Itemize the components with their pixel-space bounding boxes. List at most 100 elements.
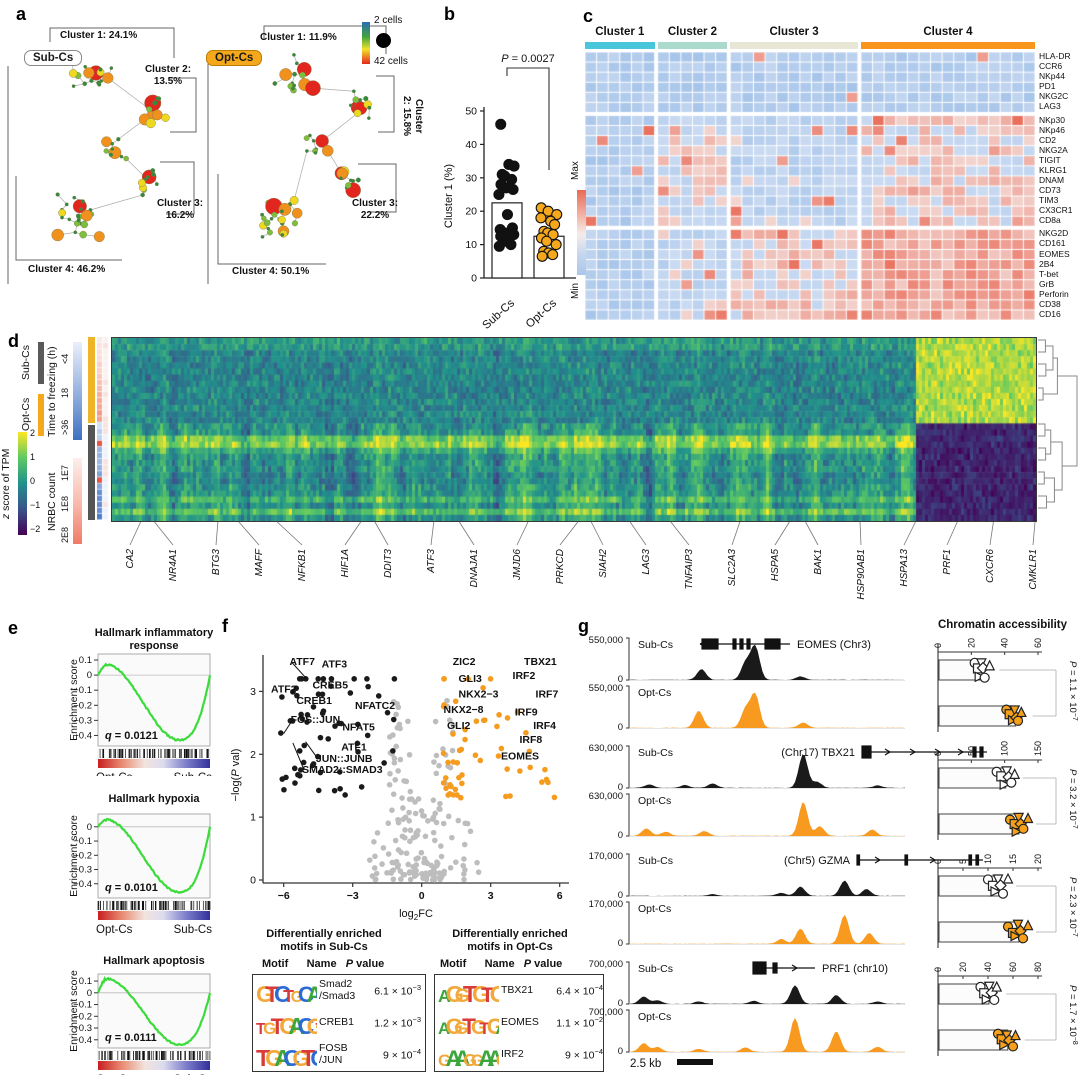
motif-row-1-1: AGGTGTGAEOMES1.1 × 10−2: [435, 1007, 603, 1039]
svg-text:DDIT3: DDIT3: [383, 549, 394, 578]
volcano-plot: 0 1 2 3 −6 −3 0 3 6 log2FC −log(P val) ATF7 ATF3 ATF2…: [230, 655, 569, 922]
svg-text:G: G: [438, 1051, 451, 1069]
svg-text:G: G: [496, 1051, 499, 1069]
svg-text:Sub-Cs: Sub-Cs: [174, 924, 213, 936]
row-label-TIM3: TIM3: [1039, 195, 1059, 206]
svg-text:630,000: 630,000: [589, 791, 623, 802]
svg-text:A: A: [446, 1046, 462, 1069]
svg-text:ATF2: ATF2: [271, 684, 297, 696]
svg-text:CREB1: CREB1: [296, 695, 332, 707]
zscore-colorbar: [18, 432, 27, 535]
svg-text:q = 0.0121: q = 0.0121: [105, 730, 158, 742]
cluster-brackets: [7, 27, 197, 284]
svg-text:Hallmark hypoxia: Hallmark hypoxia: [108, 793, 200, 805]
cluster3-label-opt: Cluster 3: 22.2%: [351, 198, 399, 221]
svg-text:Opt-Cs: Opt-Cs: [524, 297, 559, 330]
svg-text:(Chr5) GZMA: (Chr5) GZMA: [784, 855, 851, 867]
svg-text:MAFF: MAFF: [254, 548, 265, 576]
svg-text:700,000: 700,000: [589, 1007, 623, 1018]
cluster-header-2: Cluster 2: [667, 26, 718, 38]
svg-text:5: 5: [958, 859, 968, 864]
svg-text:Opt-Cs: Opt-Cs: [638, 903, 671, 915]
motif-logo: GTCTGCAC: [256, 981, 317, 1005]
svg-text:Sub-Cs: Sub-Cs: [638, 747, 673, 759]
svg-text:0: 0: [87, 670, 92, 681]
svg-text:q = 0.0111: q = 0.0111: [105, 1032, 157, 1044]
svg-text:0: 0: [87, 988, 92, 999]
svg-text:3: 3: [250, 686, 256, 698]
svg-text:G: G: [263, 1019, 276, 1037]
chromatin-accessibility-title: Chromatin accessibility: [937, 619, 1068, 631]
svg-text:0: 0: [618, 722, 623, 733]
svg-text:0: 0: [87, 822, 92, 833]
svg-text:T: T: [316, 1021, 318, 1037]
motif-pvalue: 9 × 10−4: [564, 1047, 603, 1062]
svg-text:−6: −6: [278, 890, 290, 902]
panel-e-label: e: [8, 618, 19, 638]
svg-text:T: T: [256, 1021, 266, 1037]
timetick-0: <4: [60, 353, 70, 365]
svg-text:T: T: [301, 1045, 316, 1069]
motif-name: Smad2/Smad3: [319, 978, 356, 1003]
svg-text:Sub-Cs: Sub-Cs: [638, 855, 673, 867]
cluster3-label-sub: Cluster 3: 16.2%: [156, 198, 204, 221]
svg-text:G: G: [463, 1050, 477, 1069]
svg-text:IRF7: IRF7: [536, 689, 559, 701]
svg-text:60: 60: [1008, 962, 1018, 972]
svg-text:−0.2: −0.2: [73, 850, 92, 861]
nrbctick-2: 2E8: [60, 527, 70, 544]
ztick-1: 1: [30, 452, 36, 462]
svg-text:P = 0.0027: P = 0.0027: [501, 53, 555, 65]
svg-text:ATF7: ATF7: [289, 656, 315, 668]
svg-text:Opt-Cs: Opt-Cs: [96, 772, 133, 776]
row-label-CCR6: CCR6: [1039, 61, 1063, 72]
row-label-CD8a: CD8a: [1039, 215, 1061, 226]
svg-text:C: C: [310, 1046, 317, 1069]
svg-text:15: 15: [1008, 854, 1018, 864]
svg-text:CXCR6: CXCR6: [985, 549, 996, 583]
row-label-CD2: CD2: [1039, 134, 1057, 145]
zscore-label: z score of TPM: [0, 448, 12, 520]
cluster1-label-opt: Cluster 1: 11.9%: [260, 32, 337, 43]
gene-model: [861, 745, 987, 759]
motif-row-0-1: TGTGACGTCREB11.2 × 10−3: [253, 1007, 425, 1039]
svg-text:IRF8: IRF8: [519, 734, 542, 746]
svg-text:630,000: 630,000: [589, 743, 623, 754]
opt-cs-swatch: [38, 394, 44, 436]
motif-header-opt: Motif Name P value: [440, 958, 563, 970]
svg-text:log2FC: log2FC: [399, 908, 433, 922]
svg-text:1: 1: [250, 812, 256, 824]
mst-plot-subcs: [7, 27, 197, 284]
row-label-GrB: GrB: [1039, 278, 1055, 289]
svg-text:G: G: [454, 1018, 468, 1037]
motif-logo: TGACGTCA: [256, 1045, 317, 1069]
svg-text:C: C: [274, 981, 291, 1005]
svg-text:NR4A1: NR4A1: [168, 549, 179, 581]
cluster4-label-opt: Cluster 4: 50.1%: [232, 266, 310, 277]
svg-text:Cluster 1 (%): Cluster 1 (%): [443, 164, 455, 228]
panel-f-label: f: [222, 616, 228, 636]
svg-text:30: 30: [465, 172, 477, 184]
cluster-header-3: Cluster 3: [769, 26, 819, 38]
svg-text:20: 20: [1033, 854, 1043, 864]
legend-max-cells: 42 cells: [374, 56, 408, 67]
svg-text:0: 0: [618, 830, 623, 841]
motif-logo: TGTGACGT: [256, 1013, 318, 1037]
motif-name: FOSB/JUN: [319, 1042, 348, 1067]
condition-box-sub-cs: Sub-Cs: [24, 50, 83, 66]
svg-text:0: 0: [618, 1046, 623, 1057]
svg-text:A: A: [454, 1046, 470, 1069]
row-label-2B4: 2B4: [1039, 258, 1055, 269]
svg-text:6: 6: [557, 890, 563, 902]
svg-text:0: 0: [618, 674, 623, 685]
svg-text:20: 20: [958, 962, 968, 972]
svg-text:−log(P val): −log(P val): [230, 749, 242, 802]
svg-text:0.1: 0.1: [79, 655, 92, 666]
svg-text:SMAD2::SMAD3: SMAD2::SMAD3: [302, 764, 383, 776]
ztick-2: 0: [30, 476, 36, 486]
cluster-strip-3: [730, 42, 858, 49]
timetick-1: 18: [60, 388, 70, 399]
gsea-plot-2: Hallmark apoptosis 0.10−0.1−0.2−0.3−0.4 q …: [68, 955, 212, 1075]
svg-text:TNFAIP3: TNFAIP3: [684, 549, 695, 590]
gene-model: [856, 854, 983, 866]
